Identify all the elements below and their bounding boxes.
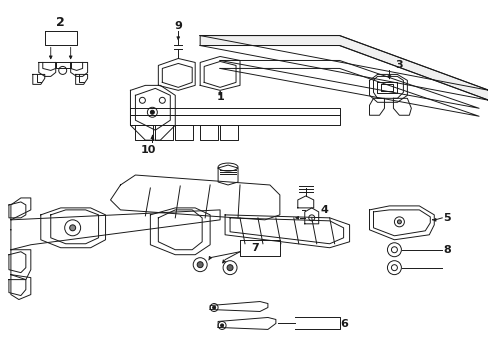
Circle shape (212, 306, 215, 309)
Text: 2: 2 (56, 16, 65, 29)
Circle shape (397, 220, 401, 224)
Text: 10: 10 (141, 145, 156, 155)
Text: 5: 5 (443, 213, 450, 223)
Circle shape (69, 225, 76, 231)
Circle shape (150, 110, 154, 114)
Text: 8: 8 (443, 245, 450, 255)
Circle shape (197, 262, 203, 268)
Circle shape (220, 324, 223, 327)
Text: 7: 7 (250, 243, 258, 253)
Text: 1: 1 (216, 92, 224, 102)
Circle shape (226, 265, 233, 271)
Text: 3: 3 (395, 60, 403, 71)
Text: 9: 9 (174, 21, 182, 31)
Text: 6: 6 (340, 319, 348, 329)
Polygon shape (200, 36, 488, 100)
Text: 4: 4 (320, 205, 328, 215)
